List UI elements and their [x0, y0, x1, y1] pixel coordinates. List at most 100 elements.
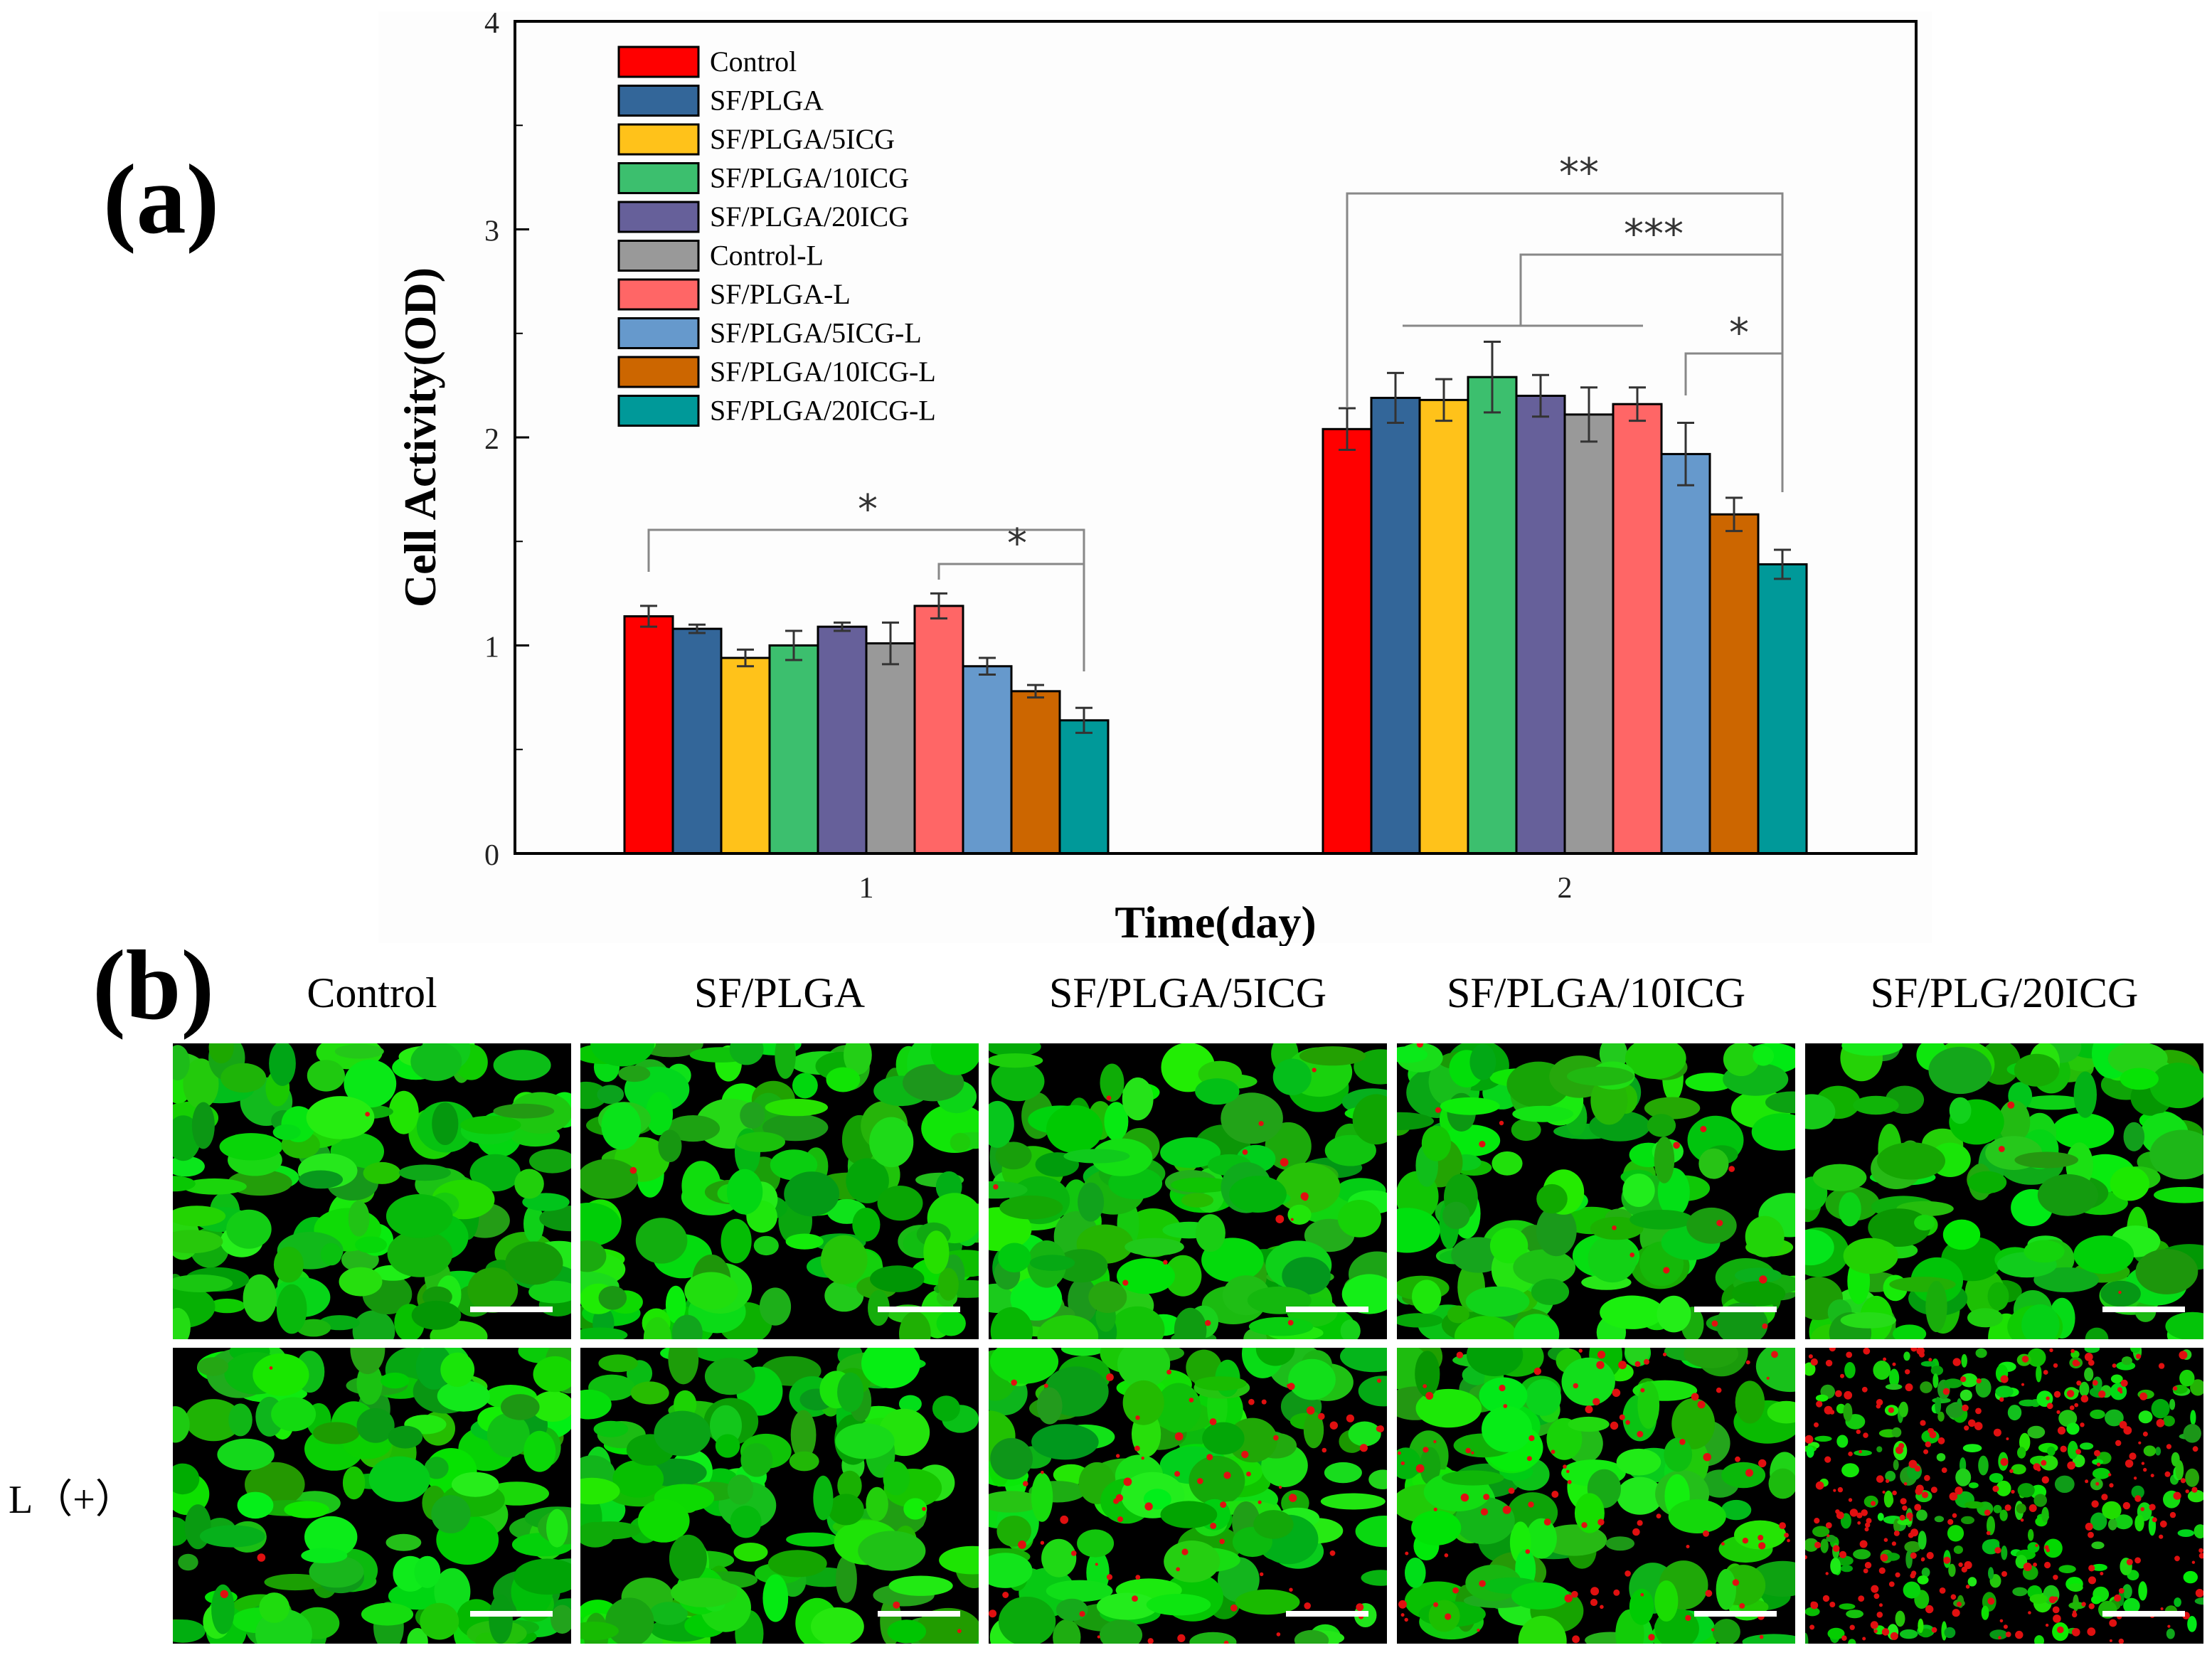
- red-cell: [1637, 1520, 1643, 1526]
- red-cell: [1814, 1422, 1819, 1427]
- green-cell: [1647, 1114, 1676, 1137]
- green-cell: [1664, 1437, 1693, 1472]
- green-cell: [1189, 1455, 1245, 1506]
- green-cell: [1961, 1516, 1974, 1524]
- green-cell: [1805, 1362, 1816, 1376]
- micrograph: [1397, 1348, 1795, 1644]
- y-tick-label: 3: [484, 216, 499, 248]
- red-cell: [1873, 1593, 1880, 1600]
- green-cell: [1096, 1592, 1158, 1620]
- green-cell: [489, 1595, 513, 1644]
- green-cell: [1925, 1281, 1947, 1332]
- green-cell: [199, 1525, 265, 1548]
- red-cell: [2070, 1348, 2075, 1353]
- bar: [1757, 563, 1808, 855]
- green-cell: [1063, 1149, 1130, 1164]
- green-cell: [2138, 1410, 2153, 1424]
- red-cell: [2072, 1628, 2080, 1637]
- red-cell: [1135, 1415, 1140, 1420]
- bar: [1660, 452, 1711, 855]
- green-cell: [2027, 1542, 2040, 1553]
- red-cell: [1287, 1319, 1294, 1326]
- green-cell: [1447, 1305, 1469, 1324]
- red-cell: [1632, 1528, 1640, 1536]
- green-cell: [219, 1133, 283, 1161]
- red-cell: [1499, 1384, 1506, 1392]
- green-cell: [654, 1410, 711, 1457]
- green-cell: [1265, 1122, 1312, 1171]
- green-cell: [649, 1602, 688, 1625]
- green-cell: [226, 1209, 272, 1249]
- green-cell: [598, 1286, 627, 1310]
- red-cell: [1445, 1613, 1452, 1620]
- green-cell: [1964, 1501, 1984, 1509]
- red-cell: [2118, 1290, 2122, 1294]
- red-cell: [1095, 1563, 1098, 1566]
- green-cell: [2165, 1311, 2203, 1339]
- green-cell: [915, 1607, 979, 1644]
- green-cell: [1160, 1137, 1221, 1169]
- red-cell: [2053, 1614, 2061, 1623]
- red-cell: [2084, 1353, 2093, 1361]
- red-cell: [1864, 1527, 1869, 1532]
- red-cell: [1625, 1420, 1630, 1425]
- red-cell: [1306, 1406, 1315, 1415]
- green-cell: [2019, 1399, 2038, 1407]
- green-cell: [1767, 1400, 1795, 1424]
- green-cell: [721, 1218, 752, 1264]
- green-cell: [2027, 1348, 2046, 1367]
- red-cell: [1117, 1516, 1123, 1523]
- red-cell: [1857, 1521, 1861, 1525]
- green-cell: [1337, 1200, 1381, 1238]
- red-cell: [1745, 1360, 1750, 1365]
- green-cell: [789, 1451, 819, 1472]
- row-label: L（+）: [9, 1478, 135, 1522]
- green-cell: [208, 1298, 245, 1314]
- legend-label: SF/PLGA/10ICG-L: [710, 356, 936, 388]
- red-cell: [1703, 1453, 1711, 1462]
- red-cell: [1610, 1421, 1619, 1430]
- green-cell: [1397, 1112, 1434, 1130]
- green-cell: [1830, 1558, 1841, 1575]
- red-cell: [1246, 1472, 1251, 1477]
- red-cell: [1943, 1556, 1951, 1564]
- red-cell: [1176, 1567, 1181, 1572]
- red-cell: [1528, 1501, 1534, 1508]
- green-cell: [1100, 1063, 1124, 1102]
- green-cell: [1671, 1398, 1716, 1449]
- scale-bar: [2102, 1611, 2185, 1617]
- green-cell: [1928, 1046, 1992, 1095]
- red-cell: [1957, 1602, 1962, 1607]
- red-cell: [1998, 1146, 2005, 1152]
- green-cell: [1988, 1567, 1994, 1580]
- green-cell: [790, 1410, 817, 1460]
- red-cell: [1975, 1408, 1982, 1415]
- green-cell: [2131, 1485, 2144, 1499]
- green-cell: [2029, 1594, 2048, 1604]
- green-cell: [1960, 1389, 1972, 1401]
- red-cell: [1992, 1485, 1999, 1492]
- red-cell: [1132, 1595, 1138, 1602]
- red-cell: [1827, 1534, 1830, 1538]
- green-cell: [1405, 1558, 1426, 1588]
- red-cell: [1663, 1267, 1670, 1274]
- red-cell: [1893, 1530, 1900, 1536]
- red-cell: [1097, 1635, 1100, 1639]
- red-cell: [1525, 1549, 1531, 1554]
- green-cell: [410, 1043, 462, 1081]
- green-cell: [733, 1543, 768, 1562]
- red-cell: [365, 1112, 370, 1117]
- red-cell: [1141, 1457, 1144, 1460]
- red-cell: [1405, 1551, 1409, 1555]
- green-cell: [811, 1607, 864, 1644]
- red-cell: [1832, 1545, 1840, 1552]
- green-cell: [296, 1319, 331, 1337]
- green-cell: [1916, 1509, 1927, 1521]
- red-cell: [2138, 1441, 2142, 1444]
- red-cell: [1322, 1447, 1327, 1453]
- significance-label: *: [858, 486, 878, 533]
- red-cell: [2136, 1353, 2142, 1359]
- red-cell: [1551, 1491, 1559, 1498]
- green-cell: [580, 1389, 612, 1420]
